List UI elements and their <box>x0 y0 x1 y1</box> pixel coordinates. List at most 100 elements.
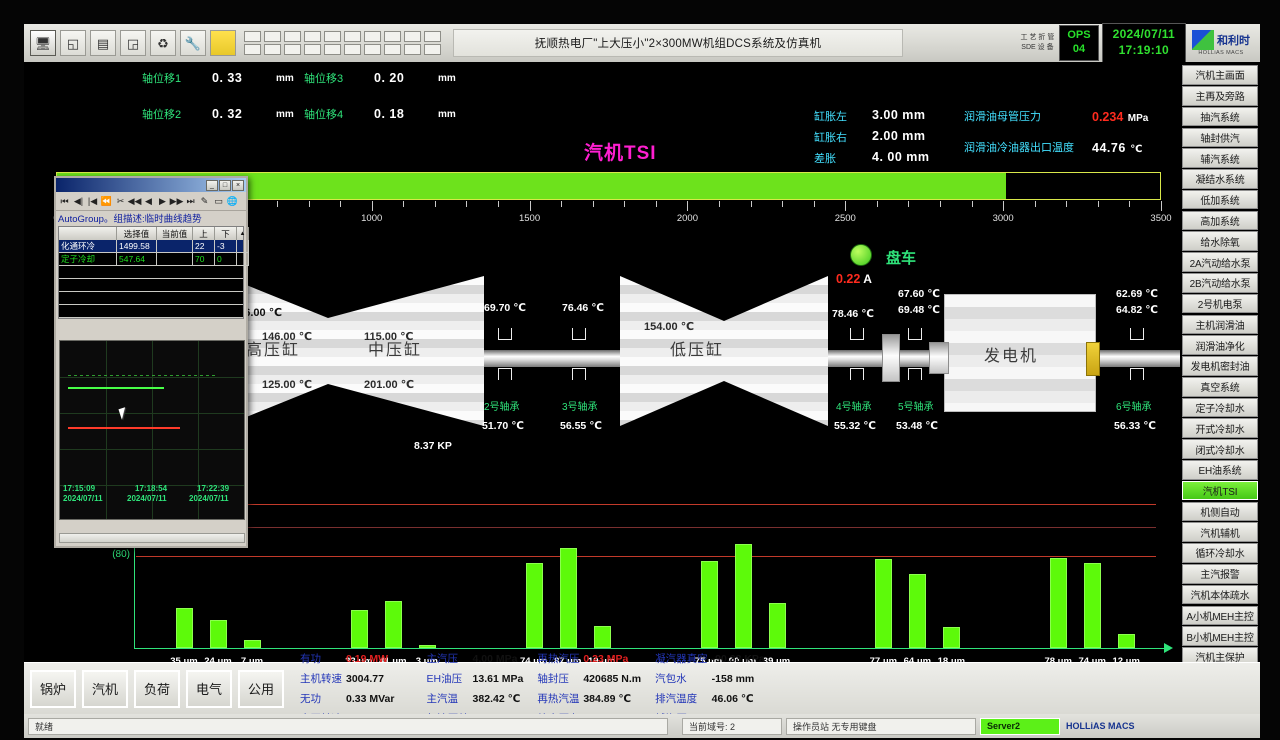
tab-公用[interactable]: 公用 <box>238 669 284 708</box>
vibration-bar-value: 75 μm <box>695 656 722 667</box>
folder-icon[interactable] <box>210 30 236 56</box>
trend-gridline-v <box>198 341 199 519</box>
fast-forward-icon[interactable]: ▶▶ <box>169 195 184 206</box>
play-icon[interactable]: ▶ <box>159 195 166 206</box>
trend-time-3: 17:22:39 <box>197 484 230 493</box>
sidebar-item-机侧自动[interactable]: 机侧自动 <box>1182 501 1258 522</box>
page-icon[interactable]: ▤ <box>90 30 116 56</box>
tab-锅炉[interactable]: 锅炉 <box>30 669 76 708</box>
quick-slot[interactable] <box>404 44 421 55</box>
refresh-icon[interactable]: ♻ <box>150 30 176 56</box>
sidebar-item-主机润滑油[interactable]: 主机润滑油 <box>1182 314 1258 335</box>
sidebar-item-开式冷却水[interactable]: 开式冷却水 <box>1182 418 1258 439</box>
sidebar-item-轴封供汽[interactable]: 轴封供汽 <box>1182 127 1258 148</box>
scale-tick <box>908 201 910 207</box>
tab-负荷[interactable]: 负荷 <box>134 669 180 708</box>
sidebar-item-主汽报警[interactable]: 主汽报警 <box>1182 563 1258 584</box>
quick-slot[interactable] <box>424 31 441 42</box>
sidebar-item-辅汽系统[interactable]: 辅汽系统 <box>1182 148 1258 168</box>
sidebar-item-定子冷却水[interactable]: 定子冷却水 <box>1182 397 1258 418</box>
trend-plot-area[interactable] <box>59 340 245 520</box>
quick-slot[interactable] <box>324 44 341 55</box>
tab-电气[interactable]: 电气 <box>186 669 232 708</box>
vibration-level-label: (80) <box>112 548 130 560</box>
tab-汽机[interactable]: 汽机 <box>82 669 128 708</box>
first-icon[interactable]: ⏮ <box>60 195 69 206</box>
table-row[interactable]: 定子冷却 547.64 70 0 <box>59 253 249 266</box>
minimize-icon[interactable]: ▭ <box>214 195 223 206</box>
sidebar-item-汽机辅机[interactable]: 汽机辅机 <box>1182 522 1258 542</box>
quick-slot[interactable] <box>324 31 341 42</box>
sidebar-item-发电机密封油[interactable]: 发电机密封油 <box>1182 356 1258 376</box>
sidebar-item-凝结水系统[interactable]: 凝结水系统 <box>1182 169 1258 189</box>
sidebar-item-A小机MEH主控[interactable]: A小机MEH主控 <box>1182 605 1258 626</box>
vibration-bar <box>559 547 577 648</box>
quick-slot[interactable] <box>424 44 441 55</box>
maximize-button[interactable]: □ <box>219 179 231 191</box>
quick-slot[interactable] <box>264 31 281 42</box>
wrench-icon[interactable]: 🔧 <box>180 30 206 56</box>
close-button[interactable]: × <box>232 179 244 191</box>
quick-slot[interactable] <box>344 44 361 55</box>
quick-slot[interactable] <box>364 44 381 55</box>
sidebar-item-2号机电泵[interactable]: 2号机电泵 <box>1182 293 1258 314</box>
sidebar-item-给水除氧[interactable]: 给水除氧 <box>1182 231 1258 252</box>
quick-slot[interactable] <box>304 44 321 55</box>
sidebar-item-EH油系统[interactable]: EH油系统 <box>1182 460 1258 480</box>
expansion-value-left: 3.00 mm <box>872 108 926 122</box>
sidebar-item-闭式冷却水[interactable]: 闭式冷却水 <box>1182 439 1258 459</box>
rewind-icon[interactable]: ◀◀ <box>127 195 142 206</box>
vibration-level-line-upper <box>136 526 1156 528</box>
scale-tick <box>403 201 405 207</box>
axial-label-3: 轴位移3 <box>304 73 344 85</box>
vibration-bar <box>525 562 543 648</box>
minimize-button[interactable]: _ <box>206 179 218 191</box>
quick-slot[interactable] <box>384 44 401 55</box>
sidebar-item-真空系统[interactable]: 真空系统 <box>1182 376 1258 397</box>
sidebar-item-高加系统[interactable]: 高加系统 <box>1182 210 1258 231</box>
page-forward-icon[interactable]: ◲ <box>120 30 146 56</box>
sidebar-item-循环冷却水[interactable]: 循环冷却水 <box>1182 543 1258 563</box>
page-back-icon[interactable]: ◱ <box>60 30 86 56</box>
sidebar-item-B小机MEH主控[interactable]: B小机MEH主控 <box>1182 626 1258 646</box>
logo-row: 和利时 <box>1192 30 1250 50</box>
monitor-icon[interactable]: 🖥 <box>30 30 56 56</box>
prev-page-icon[interactable]: ◀| <box>73 195 84 206</box>
sidebar-item-汽机主画面[interactable]: 汽机主画面 <box>1182 65 1258 85</box>
quick-slot[interactable] <box>384 31 401 42</box>
quick-slot[interactable] <box>284 44 301 55</box>
play-back-icon[interactable]: ◀ <box>145 195 152 206</box>
quick-slot[interactable] <box>244 44 261 55</box>
trend-scroll-up-icon[interactable]: ▲ <box>237 227 249 240</box>
sidebar-item-低加系统[interactable]: 低加系统 <box>1182 189 1258 210</box>
status-operator: 操作员站 无专用键盘 <box>786 717 976 735</box>
sidebar-item-汽机本体疏水[interactable]: 汽机本体疏水 <box>1182 584 1258 605</box>
trend-window-titlebar[interactable]: _ □ × <box>56 178 246 192</box>
table-row[interactable]: 化通环冷 1499.58 22 -3 <box>59 240 249 253</box>
trend-window[interactable]: _ □ × ⏮ ◀| |◀ ⏪ ✂ ◀◀ ◀ ▶ ▶▶ ⏭ ✎ ▭ 🌐 AutoGroup。组描述:临时… <box>54 176 249 548</box>
sidebar-item-汽机TSI[interactable]: 汽机TSI <box>1182 480 1258 501</box>
sidebar-item-主再及旁路[interactable]: 主再及旁路 <box>1182 85 1258 106</box>
quick-slot[interactable] <box>304 31 321 42</box>
trend-horizontal-scrollbar[interactable] <box>59 533 245 543</box>
sidebar-item-2A汽动给水泵[interactable]: 2A汽动给水泵 <box>1182 252 1258 272</box>
sidebar-item-2B汽动给水泵[interactable]: 2B汽动给水泵 <box>1182 273 1258 293</box>
globe-icon[interactable]: 🌐 <box>226 195 239 206</box>
quick-slot[interactable] <box>344 31 361 42</box>
prev-step-icon[interactable]: |◀ <box>87 195 98 206</box>
turning-gear-motor-icon[interactable] <box>850 244 872 266</box>
skip-back-icon[interactable]: ⏪ <box>100 195 113 206</box>
quick-slot[interactable] <box>264 44 281 55</box>
quick-slot[interactable] <box>364 31 381 42</box>
cut-icon[interactable]: ✂ <box>116 195 125 206</box>
trend-row-current <box>157 240 193 253</box>
lube-oil-header-pressure-label: 润滑油母管压力 <box>964 111 1041 123</box>
quick-slot[interactable] <box>244 31 261 42</box>
last-icon[interactable]: ⏭ <box>186 195 195 206</box>
sidebar-item-抽汽系统[interactable]: 抽汽系统 <box>1182 106 1258 127</box>
sidebar-item-润滑油净化[interactable]: 润滑油净化 <box>1182 335 1258 355</box>
quick-slot[interactable] <box>404 31 421 42</box>
pen-icon[interactable]: ✎ <box>200 195 209 206</box>
axial-unit-2: mm <box>276 108 294 120</box>
quick-slot[interactable] <box>284 31 301 42</box>
